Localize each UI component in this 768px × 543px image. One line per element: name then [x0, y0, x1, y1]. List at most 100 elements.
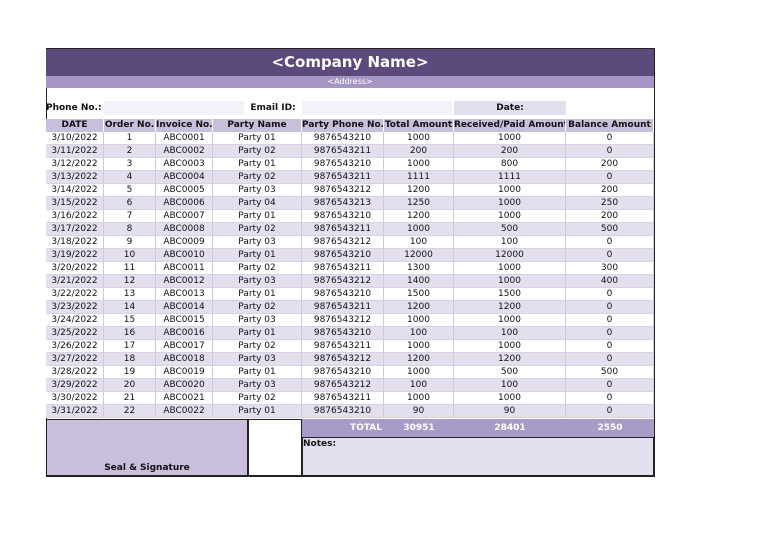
table-cell: ABC0001: [156, 132, 213, 145]
table-cell: 1250: [384, 197, 454, 210]
table-cell: 3/11/2022: [46, 145, 104, 158]
table-cell: 9876543210: [302, 249, 384, 262]
table-cell: 0: [566, 288, 654, 301]
table-cell: ABC0016: [156, 327, 213, 340]
table-cell: ABC0006: [156, 197, 213, 210]
table-cell: ABC0008: [156, 223, 213, 236]
table-cell: Party 02: [213, 392, 302, 405]
table-cell: 9876543211: [302, 340, 384, 353]
table-cell: 6: [104, 197, 156, 210]
table-cell: 1: [104, 132, 156, 145]
address: <Address>: [46, 76, 654, 88]
table-cell: 1200: [454, 301, 566, 314]
table-cell: 3: [104, 158, 156, 171]
table-cell: 9876543211: [302, 262, 384, 275]
table-cell: 1000: [454, 275, 566, 288]
table-cell: 1111: [384, 171, 454, 184]
table-cell: 11: [104, 262, 156, 275]
table-cell: 1000: [454, 210, 566, 223]
table-cell: 4: [104, 171, 156, 184]
table-cell: 0: [566, 236, 654, 249]
table-cell: 3/17/2022: [46, 223, 104, 236]
column-header: Received/Paid Amount: [454, 119, 566, 132]
table-cell: Party 01: [213, 249, 302, 262]
table-cell: 3/28/2022: [46, 366, 104, 379]
table-cell: 9876543210: [302, 366, 384, 379]
total-received: 28401: [494, 423, 526, 433]
table-cell: ABC0012: [156, 275, 213, 288]
table-cell: 1111: [454, 171, 566, 184]
table-cell: ABC0018: [156, 353, 213, 366]
table-cell: 100: [454, 236, 566, 249]
table-cell: Party 02: [213, 223, 302, 236]
column-header: Invoice No.: [156, 119, 213, 132]
table-cell: 1200: [384, 210, 454, 223]
table-cell: 1400: [384, 275, 454, 288]
table-cell: 9876543212: [302, 379, 384, 392]
table-cell: 0: [566, 301, 654, 314]
email-label: Email ID:: [250, 103, 296, 113]
table-cell: 1000: [384, 366, 454, 379]
table-cell: Party 03: [213, 379, 302, 392]
table-cell: 1000: [454, 340, 566, 353]
table-cell: 9876543211: [302, 171, 384, 184]
table-cell: 100: [384, 236, 454, 249]
table-cell: 3/13/2022: [46, 171, 104, 184]
table-cell: 0: [566, 249, 654, 262]
table-cell: ABC0002: [156, 145, 213, 158]
table-cell: ABC0004: [156, 171, 213, 184]
table-cell: 18: [104, 353, 156, 366]
table-cell: 9876543210: [302, 132, 384, 145]
table-cell: 7: [104, 210, 156, 223]
table-cell: Party 03: [213, 353, 302, 366]
table-cell: Party 01: [213, 366, 302, 379]
table-cell: 3/19/2022: [46, 249, 104, 262]
table-cell: 1200: [454, 353, 566, 366]
table-cell: ABC0007: [156, 210, 213, 223]
table-cell: 3/21/2022: [46, 275, 104, 288]
table-cell: 9876543210: [302, 288, 384, 301]
table-cell: 22: [104, 405, 156, 418]
table-cell: 1500: [384, 288, 454, 301]
table-cell: 1200: [384, 301, 454, 314]
table-cell: 21: [104, 392, 156, 405]
table-cell: 9876543210: [302, 158, 384, 171]
table-cell: Party 03: [213, 236, 302, 249]
table-cell: 100: [384, 379, 454, 392]
table-cell: 1000: [384, 392, 454, 405]
table-cell: 200: [454, 145, 566, 158]
table-cell: Party 01: [213, 132, 302, 145]
table-cell: 9876543212: [302, 353, 384, 366]
table-cell: 250: [566, 197, 654, 210]
table-cell: 1200: [384, 184, 454, 197]
table-cell: 3/12/2022: [46, 158, 104, 171]
total-bar: [302, 419, 654, 437]
table-cell: ABC0009: [156, 236, 213, 249]
table-cell: ABC0019: [156, 366, 213, 379]
table-cell: Party 01: [213, 327, 302, 340]
table-cell: 1300: [384, 262, 454, 275]
table-cell: 0: [566, 405, 654, 418]
table-cell: 100: [454, 327, 566, 340]
table-cell: 3/16/2022: [46, 210, 104, 223]
table-cell: Party 02: [213, 171, 302, 184]
table-cell: ABC0003: [156, 158, 213, 171]
table-cell: Party 01: [213, 405, 302, 418]
table-cell: 2: [104, 145, 156, 158]
table-cell: 12000: [454, 249, 566, 262]
table-cell: 1000: [384, 132, 454, 145]
table-cell: 1000: [384, 340, 454, 353]
table-cell: 500: [566, 223, 654, 236]
table-cell: 19: [104, 366, 156, 379]
table-cell: 1000: [384, 223, 454, 236]
table-cell: 1000: [384, 158, 454, 171]
column-header: Total Amount: [384, 119, 454, 132]
table-cell: ABC0014: [156, 301, 213, 314]
table-cell: 3/31/2022: [46, 405, 104, 418]
column-header: Party Phone No.: [302, 119, 384, 132]
table-cell: 800: [454, 158, 566, 171]
table-cell: 3/10/2022: [46, 132, 104, 145]
table-cell: 9876543211: [302, 223, 384, 236]
table-cell: 0: [566, 327, 654, 340]
